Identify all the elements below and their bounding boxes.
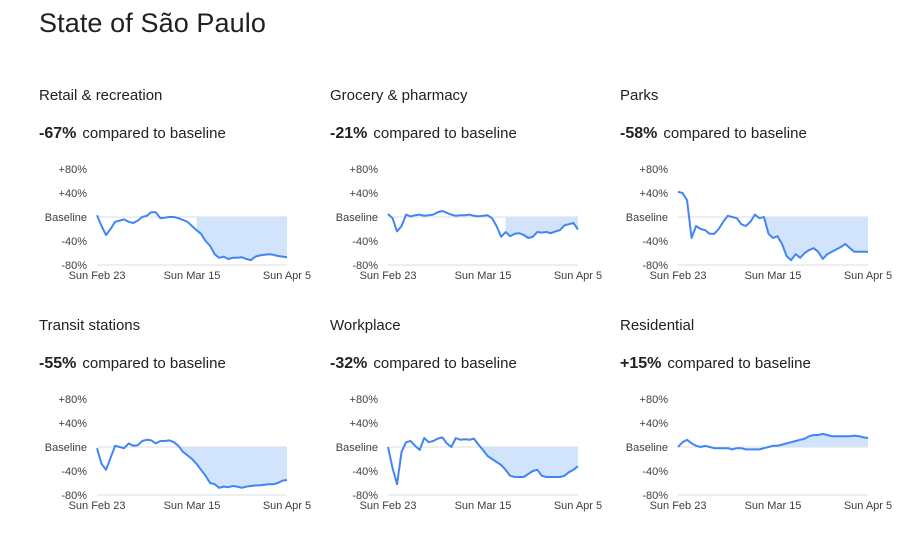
- percent-change: -32%: [330, 355, 368, 372]
- chart-title: Grocery & pharmacy: [330, 87, 468, 104]
- y-tick-label: +40%: [350, 418, 379, 430]
- x-tick-label: Sun Feb 23: [650, 500, 707, 512]
- x-tick-label: Sun Apr 5: [844, 500, 892, 512]
- chart-title: Parks: [620, 87, 659, 104]
- chart-panel-transit: Transit stations -55% compared to baseline…: [39, 317, 329, 547]
- x-tick-label: Sun Mar 15: [455, 500, 512, 512]
- y-tick-label: +80%: [640, 164, 669, 176]
- line-chart: +80% +40% Baseline -40% -80%Sun Feb 23 Sun Ma…: [626, 164, 892, 282]
- chart-panel-grocery: Grocery & pharmacy -21% compared to baseli…: [330, 87, 620, 317]
- percent-suffix: compared to baseline: [373, 355, 517, 372]
- x-tick-label: Sun Feb 23: [69, 270, 126, 282]
- line-chart: +80% +40% Baseline -40% -80%Sun Feb 23 Sun Ma…: [45, 394, 311, 512]
- x-tick-label: Sun Mar 15: [745, 270, 802, 282]
- percent-suffix: compared to baseline: [82, 125, 226, 142]
- x-tick-label: Sun Apr 5: [263, 270, 311, 282]
- shaded-area: [478, 444, 578, 477]
- y-tick-label: -80%: [352, 260, 378, 272]
- x-tick-label: Sun Mar 15: [164, 500, 221, 512]
- series-line: [387, 436, 579, 486]
- chart-summary: +15% compared to baseline: [620, 355, 811, 373]
- y-tick-label: +40%: [59, 418, 88, 430]
- line-chart: +80% +40% Baseline -40% -80%Sun Feb 23 Sun Ma…: [45, 164, 311, 282]
- percent-suffix: compared to baseline: [373, 125, 517, 142]
- percent-suffix: compared to baseline: [663, 125, 807, 142]
- shaded-area: [178, 445, 287, 488]
- y-tick-label: Baseline: [626, 212, 668, 224]
- x-tick-label: Sun Apr 5: [263, 500, 311, 512]
- y-tick-label: +80%: [350, 164, 379, 176]
- y-tick-label: +80%: [350, 394, 379, 406]
- series-line: [387, 210, 579, 239]
- chart-panel-workplace: Workplace -32% compared to baseline +80% +40…: [330, 317, 620, 547]
- chart-panel-residential: Residential +15% compared to baseline +80% +…: [620, 317, 908, 547]
- y-tick-label: -40%: [642, 236, 668, 248]
- y-tick-label: -40%: [352, 236, 378, 248]
- x-tick-label: Sun Mar 15: [745, 500, 802, 512]
- x-tick-label: Sun Apr 5: [554, 270, 602, 282]
- percent-suffix: compared to baseline: [667, 355, 811, 372]
- shaded-area: [505, 217, 578, 238]
- y-tick-label: +80%: [59, 164, 88, 176]
- chart-title: Retail & recreation: [39, 87, 163, 104]
- line-chart: +80% +40% Baseline -40% -80%Sun Feb 23 Sun Ma…: [336, 164, 602, 282]
- series-line: [96, 211, 288, 262]
- y-tick-label: +40%: [640, 188, 669, 200]
- x-tick-label: Sun Apr 5: [844, 270, 892, 282]
- line-chart: +80% +40% Baseline -40% -80%Sun Feb 23 Sun Ma…: [336, 394, 602, 512]
- y-tick-label: Baseline: [336, 212, 378, 224]
- chart-summary: -67% compared to baseline: [39, 125, 226, 143]
- percent-change: -58%: [620, 125, 658, 142]
- y-tick-label: -40%: [61, 236, 87, 248]
- chart-panel-retail: Retail & recreation -67% compared to basel…: [39, 87, 329, 317]
- y-tick-label: -40%: [61, 466, 87, 478]
- chart-title: Workplace: [330, 317, 401, 334]
- y-tick-label: Baseline: [45, 442, 87, 454]
- x-tick-label: Sun Mar 15: [455, 270, 512, 282]
- shaded-area: [196, 217, 287, 261]
- x-tick-label: Sun Feb 23: [650, 270, 707, 282]
- y-tick-label: +80%: [59, 394, 88, 406]
- shaded-area: [759, 217, 868, 261]
- chart-summary: -58% compared to baseline: [620, 125, 807, 143]
- line-chart: +80% +40% Baseline -40% -80%Sun Feb 23 Sun Ma…: [626, 394, 892, 512]
- series-line: [96, 438, 288, 489]
- chart-title: Transit stations: [39, 317, 141, 334]
- chart-title: Residential: [620, 317, 695, 334]
- percent-suffix: compared to baseline: [82, 355, 226, 372]
- y-tick-label: -80%: [352, 490, 378, 502]
- y-tick-label: Baseline: [45, 212, 87, 224]
- series-line: [677, 432, 869, 451]
- x-tick-label: Sun Apr 5: [554, 500, 602, 512]
- x-tick-label: Sun Feb 23: [360, 500, 417, 512]
- y-tick-label: -40%: [352, 466, 378, 478]
- series-line: [677, 190, 868, 262]
- percent-change: -21%: [330, 125, 368, 142]
- page-title: State of São Paulo: [39, 8, 266, 38]
- y-tick-label: -80%: [61, 490, 87, 502]
- percent-change: -55%: [39, 355, 77, 372]
- y-tick-label: +40%: [59, 188, 88, 200]
- y-tick-label: +80%: [640, 394, 669, 406]
- chart-summary: -32% compared to baseline: [330, 355, 517, 373]
- y-tick-label: +40%: [350, 188, 379, 200]
- x-tick-label: Sun Feb 23: [69, 500, 126, 512]
- chart-panel-parks: Parks -58% compared to baseline +80% +40% Bas…: [620, 87, 908, 317]
- percent-change: -67%: [39, 125, 77, 142]
- y-tick-label: -40%: [642, 466, 668, 478]
- y-tick-label: Baseline: [336, 442, 378, 454]
- y-tick-label: -80%: [642, 490, 668, 502]
- x-tick-label: Sun Feb 23: [360, 270, 417, 282]
- percent-change: +15%: [620, 355, 662, 372]
- y-tick-label: -80%: [61, 260, 87, 272]
- chart-summary: -21% compared to baseline: [330, 125, 517, 143]
- y-tick-label: Baseline: [626, 442, 668, 454]
- chart-summary: -55% compared to baseline: [39, 355, 226, 373]
- y-tick-label: -80%: [642, 260, 668, 272]
- y-tick-label: +40%: [640, 418, 669, 430]
- x-tick-label: Sun Mar 15: [164, 270, 221, 282]
